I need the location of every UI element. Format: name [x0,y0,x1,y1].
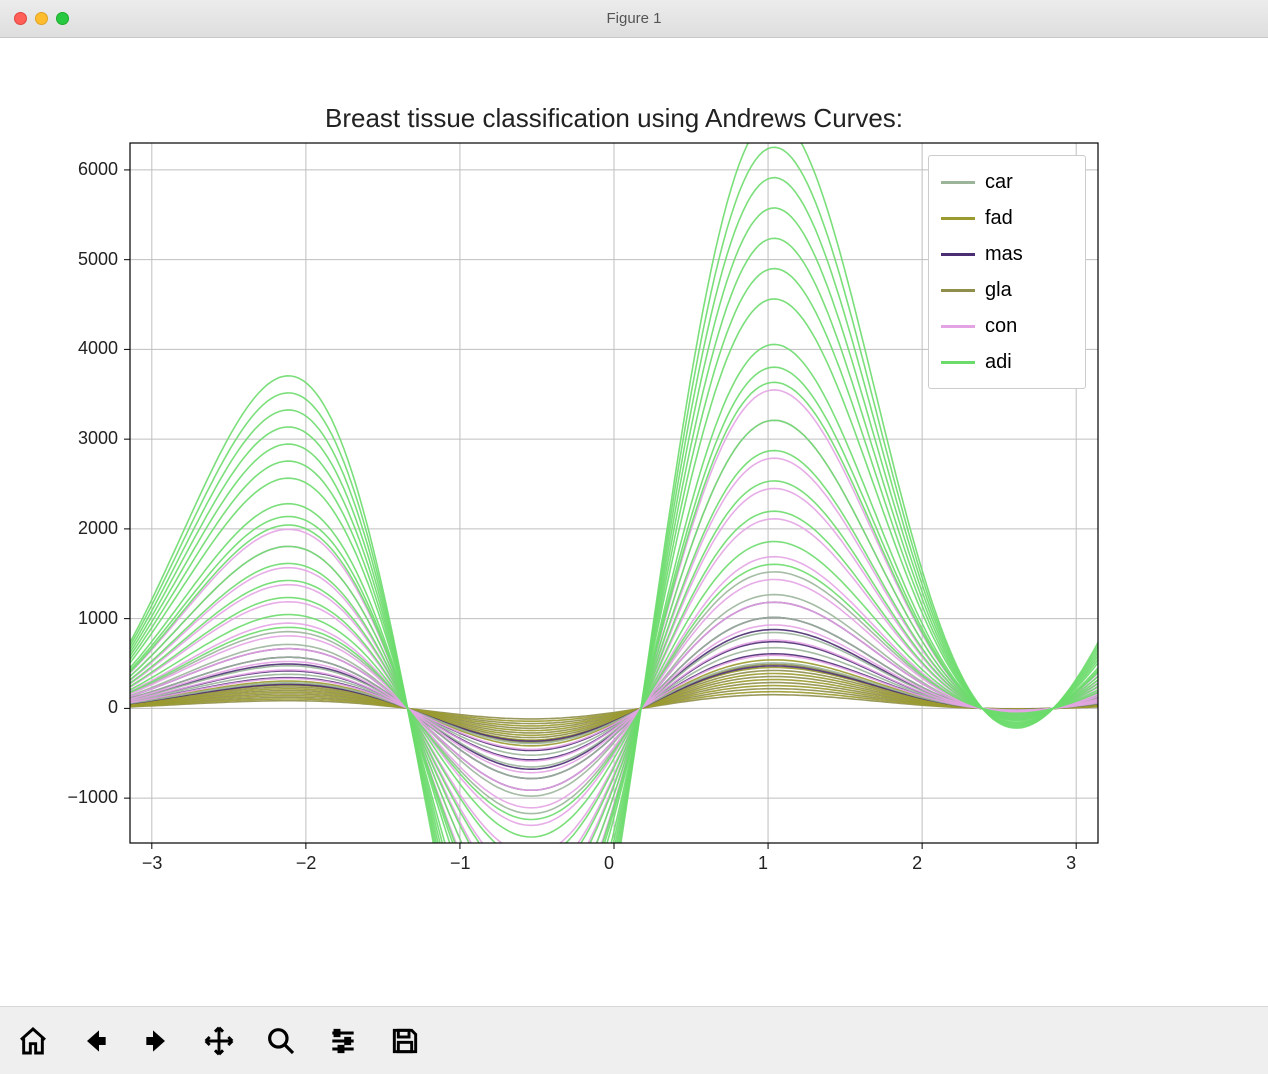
x-tick-label: 1 [758,853,768,874]
magnifier-icon [265,1025,297,1057]
x-tick-label: 3 [1066,853,1076,874]
save-button[interactable] [374,1013,436,1069]
legend-swatch [941,289,975,292]
x-tick-label: −3 [142,853,163,874]
legend-swatch [941,361,975,364]
y-tick-label: 4000 [38,338,118,359]
legend-item-adi: adi [941,344,1073,380]
legend-item-mas: mas [941,236,1073,272]
legend: carfadmasglaconadi [928,155,1086,389]
plot-area: Breast tissue classification using Andre… [0,38,1190,1006]
configure-subplots-button[interactable] [312,1013,374,1069]
x-tick-label: −2 [296,853,317,874]
legend-label: mas [985,236,1023,272]
y-tick-label: 5000 [38,249,118,270]
x-tick-label: −1 [450,853,471,874]
minimize-window-button[interactable] [35,12,48,25]
zoom-button[interactable] [250,1013,312,1069]
traffic-lights [0,12,69,25]
forward-button[interactable] [126,1013,188,1069]
legend-label: con [985,308,1017,344]
legend-label: fad [985,200,1013,236]
close-window-button[interactable] [14,12,27,25]
legend-swatch [941,181,975,184]
legend-item-fad: fad [941,200,1073,236]
legend-label: adi [985,344,1012,380]
maximize-window-button[interactable] [56,12,69,25]
legend-item-car: car [941,164,1073,200]
legend-label: gla [985,272,1012,308]
back-button[interactable] [64,1013,126,1069]
legend-swatch [941,253,975,256]
y-tick-label: 6000 [38,159,118,180]
move-icon [203,1025,235,1057]
legend-swatch [941,325,975,328]
chart-title: Breast tissue classification using Andre… [130,103,1098,134]
arrow-right-icon [141,1025,173,1057]
matplotlib-toolbar [0,1006,1268,1074]
x-tick-label: 2 [912,853,922,874]
legend-swatch [941,217,975,220]
y-tick-label: 3000 [38,428,118,449]
y-tick-label: 0 [38,697,118,718]
y-tick-label: 1000 [38,608,118,629]
window-title: Figure 1 [0,10,1268,27]
x-tick-label: 0 [604,853,614,874]
floppy-disk-icon [389,1025,421,1057]
y-tick-label: −1000 [38,787,118,808]
pan-button[interactable] [188,1013,250,1069]
window-titlebar: Figure 1 [0,0,1268,38]
legend-item-con: con [941,308,1073,344]
legend-label: car [985,164,1013,200]
home-button[interactable] [2,1013,64,1069]
home-icon [17,1025,49,1057]
arrow-left-icon [79,1025,111,1057]
legend-item-gla: gla [941,272,1073,308]
sliders-icon [327,1025,359,1057]
y-tick-label: 2000 [38,518,118,539]
